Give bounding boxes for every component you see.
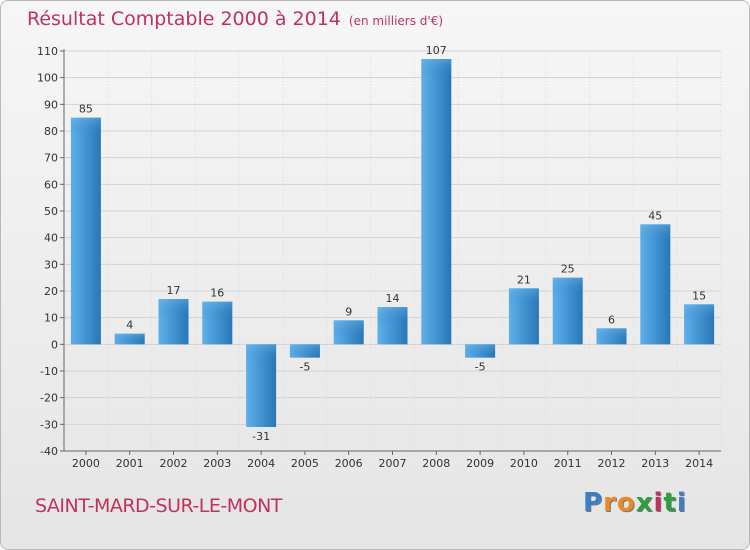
ytick-label: 0 <box>51 338 58 351</box>
xtick-label-2009: 2009 <box>466 457 494 470</box>
xtick-label-2005: 2005 <box>291 457 319 470</box>
ytick-label: 80 <box>44 125 58 138</box>
logo-letter: i <box>653 488 664 518</box>
bar-highlight-2008 <box>421 59 452 77</box>
xtick-label-2013: 2013 <box>641 457 669 470</box>
ytick-label: 60 <box>44 178 58 191</box>
ytick-label: -30 <box>40 418 58 431</box>
logo-letter: i <box>676 488 687 518</box>
xtick-label-2004: 2004 <box>247 457 275 470</box>
ytick-label: 110 <box>37 45 58 58</box>
ytick-label: 100 <box>37 72 58 85</box>
place-name: SAINT-MARD-SUR-LE-MONT <box>35 495 282 517</box>
value-label-2004: -31 <box>252 430 270 443</box>
bar-2013 <box>640 224 671 345</box>
ytick-label: -10 <box>40 365 58 378</box>
proxiti-logo: Proxiti <box>583 488 687 518</box>
logo-letter: t <box>663 488 677 518</box>
value-label-2008: 107 <box>426 44 447 57</box>
bar-highlight-2006 <box>333 320 364 339</box>
chart-subtitle: (en milliers d'€) <box>348 14 444 28</box>
logo-letter: x <box>635 488 654 518</box>
grid-lines <box>63 50 722 452</box>
ytick-label: 90 <box>44 98 58 111</box>
axes: 1101009080706050403020100-10-20-30-40200… <box>37 45 721 470</box>
xtick-label-2003: 2003 <box>203 457 231 470</box>
value-label-2013: 45 <box>648 209 662 222</box>
data-labels: 85 4 17 16 -31 -5 9 14 107 -5 21 25 6 45 15 <box>79 44 706 443</box>
bar-highlight-2007 <box>377 307 408 325</box>
value-label-2007: 14 <box>386 292 400 305</box>
ytick-label: 20 <box>44 285 58 298</box>
xtick-label-2012: 2012 <box>598 457 626 470</box>
value-label-2009: -5 <box>475 361 486 374</box>
xtick-label-2002: 2002 <box>160 457 188 470</box>
logo-letter: r <box>603 488 617 518</box>
ytick-label: -40 <box>40 445 58 458</box>
xtick-label-2007: 2007 <box>379 457 407 470</box>
value-label-2010: 21 <box>517 273 531 286</box>
bar-highlight-2002 <box>158 299 189 317</box>
ytick-label: 50 <box>44 205 58 218</box>
ytick-label: 30 <box>44 258 58 271</box>
xtick-label-2001: 2001 <box>116 457 144 470</box>
bar-highlight-2013 <box>640 224 671 243</box>
bar-highlight-2004 <box>246 344 277 363</box>
value-label-2001: 4 <box>126 319 133 332</box>
value-label-2000: 85 <box>79 103 93 116</box>
chart-title: Résultat Comptable 2000 à 2014 (en millie… <box>27 8 443 30</box>
value-label-2005: -5 <box>299 361 310 374</box>
value-label-2014: 15 <box>692 289 706 302</box>
bar-highlight-2003 <box>202 301 233 320</box>
value-label-2012: 6 <box>608 313 615 326</box>
bar-highlight-2001 <box>114 333 145 345</box>
xtick-label-2008: 2008 <box>422 457 450 470</box>
xtick-label-2014: 2014 <box>685 457 713 470</box>
bar-2008 <box>421 59 452 345</box>
bar-highlight-2014 <box>684 304 715 323</box>
bar-highlight-2009 <box>465 344 496 358</box>
ytick-label: 10 <box>44 312 58 325</box>
bar-highlight-2005 <box>289 344 320 358</box>
value-label-2002: 17 <box>167 284 181 297</box>
xtick-label-2011: 2011 <box>554 457 582 470</box>
logo-letter: P <box>583 488 604 518</box>
ytick-label: -20 <box>40 392 58 405</box>
bars <box>70 59 715 427</box>
bar-highlight-2000 <box>70 117 101 136</box>
bar-2000 <box>70 117 101 345</box>
bar-highlight-2011 <box>552 277 583 296</box>
xtick-label-2010: 2010 <box>510 457 538 470</box>
bar-highlight-2012 <box>596 328 627 345</box>
bar-highlight-2010 <box>508 288 539 307</box>
logo-letter: o <box>616 488 636 518</box>
value-label-2003: 16 <box>210 287 224 300</box>
value-label-2011: 25 <box>561 263 575 276</box>
ytick-label: 40 <box>44 232 58 245</box>
chart-title-text: Résultat Comptable 2000 à 2014 <box>27 8 341 30</box>
ytick-label: 70 <box>44 152 58 165</box>
value-label-2006: 9 <box>345 305 352 318</box>
xtick-label-2006: 2006 <box>335 457 363 470</box>
xtick-label-2000: 2000 <box>72 457 100 470</box>
